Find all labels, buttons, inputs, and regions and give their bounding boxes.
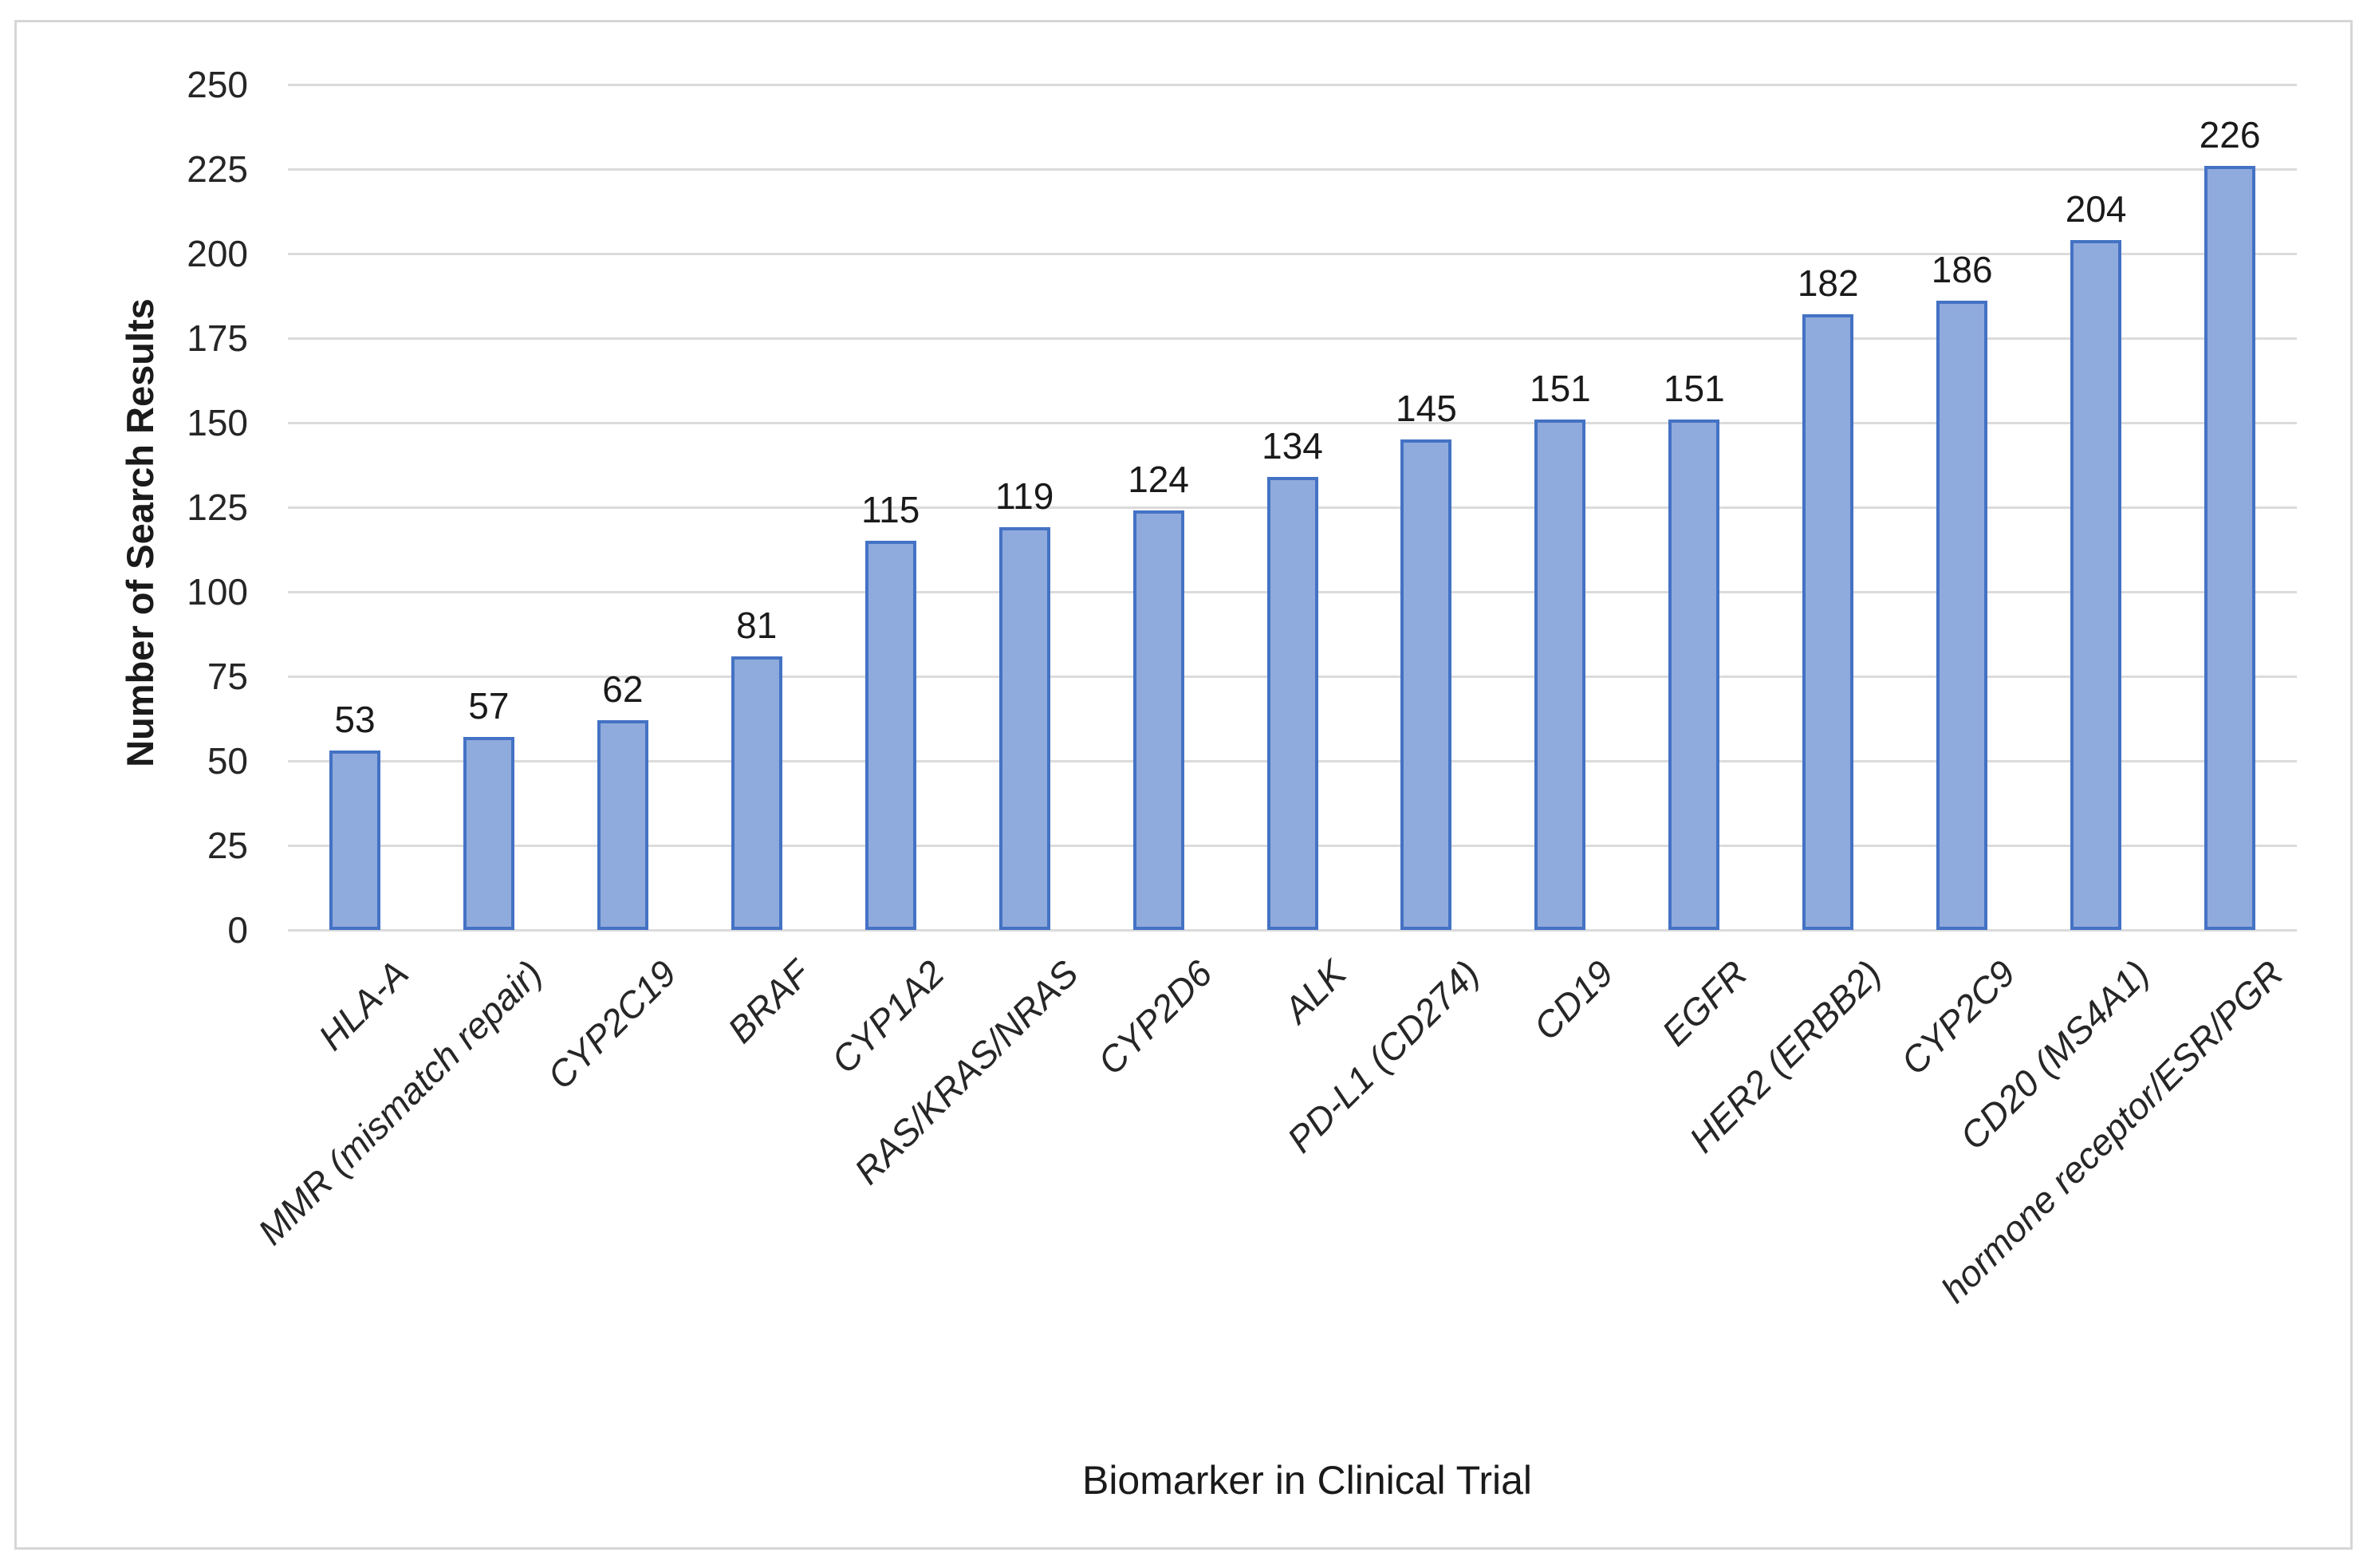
x-axis-title: Biomarker in Clinical Trial (1081, 1458, 1533, 1503)
bar-CYP1A2 (864, 541, 916, 930)
bar-value-label-CYP2C19: 62 (602, 668, 644, 711)
gridline-y-150 (288, 422, 2297, 424)
bar-EGFR (1668, 419, 1720, 930)
y-tick-label-25: 25 (207, 825, 248, 866)
bar-ALK (1266, 476, 1318, 930)
y-tick-label-50: 50 (207, 740, 248, 782)
bar-CD20 (MS4A1) (2070, 240, 2122, 930)
bar-CYP2C19 (597, 720, 648, 930)
bar-value-label-hormone receptor/ESR/PGR: 226 (2199, 113, 2261, 156)
bar-CYP2C9 (1936, 301, 1988, 930)
bar-value-label-CD20 (MS4A1): 204 (2065, 188, 2127, 230)
bar-RAS/KRAS/NRAS (998, 527, 1050, 930)
y-tick-label-0: 0 (227, 909, 248, 951)
bar-value-label-CYP2C9: 186 (1931, 249, 1993, 291)
bar-value-label-PD-L1 (CD274): 145 (1396, 388, 1457, 430)
gridline-y-0 (288, 929, 2297, 932)
y-tick-label-75: 75 (207, 656, 248, 697)
y-tick-label-100: 100 (187, 571, 248, 613)
y-tick-label-150: 150 (187, 402, 248, 443)
bar-value-label-ALK: 134 (1262, 424, 1323, 467)
bar-value-label-RAS/KRAS/NRAS: 119 (994, 475, 1054, 518)
y-tick-label-225: 225 (187, 148, 248, 190)
bar-BRAF (731, 656, 782, 930)
gridline-y-225 (288, 168, 2297, 171)
chart-frame: 0 25 50 75 100 125 150 175 200 225 250 53 57 62 81 115… (14, 20, 2353, 1550)
y-tick-label-125: 125 (187, 487, 248, 528)
bar-value-label-MMR (mismatch repair): 57 (468, 685, 510, 727)
y-tick-label-250: 250 (187, 64, 248, 105)
bar-value-label-HLA-A: 53 (334, 699, 376, 741)
bar-HER2 (ERBB2) (1802, 314, 1854, 930)
bar-MMR (mismatch repair) (463, 737, 514, 930)
bar-CYP2D6 (1132, 510, 1184, 930)
bar-CD19 (1534, 419, 1586, 930)
gridline-y-175 (288, 337, 2297, 340)
bar-value-label-HER2 (ERBB2): 182 (1797, 262, 1859, 305)
bar-value-label-CD19: 151 (1529, 367, 1591, 409)
bar-hormone receptor/ESR/PGR (2204, 165, 2256, 930)
gridline-y-250 (288, 84, 2297, 86)
bar-value-label-EGFR: 151 (1663, 367, 1725, 409)
bar-value-label-CYP1A2: 115 (861, 489, 920, 531)
bar-value-label-BRAF: 81 (736, 604, 778, 646)
bar-HLA-A (329, 751, 380, 930)
gridline-y-200 (288, 253, 2297, 255)
y-tick-label-175: 175 (187, 317, 248, 359)
y-tick-label-200: 200 (187, 233, 248, 274)
y-axis-title: Number of Search Results (119, 298, 161, 767)
bar-PD-L1 (CD274) (1400, 439, 1452, 930)
bar-value-label-CYP2D6: 124 (1128, 459, 1189, 501)
